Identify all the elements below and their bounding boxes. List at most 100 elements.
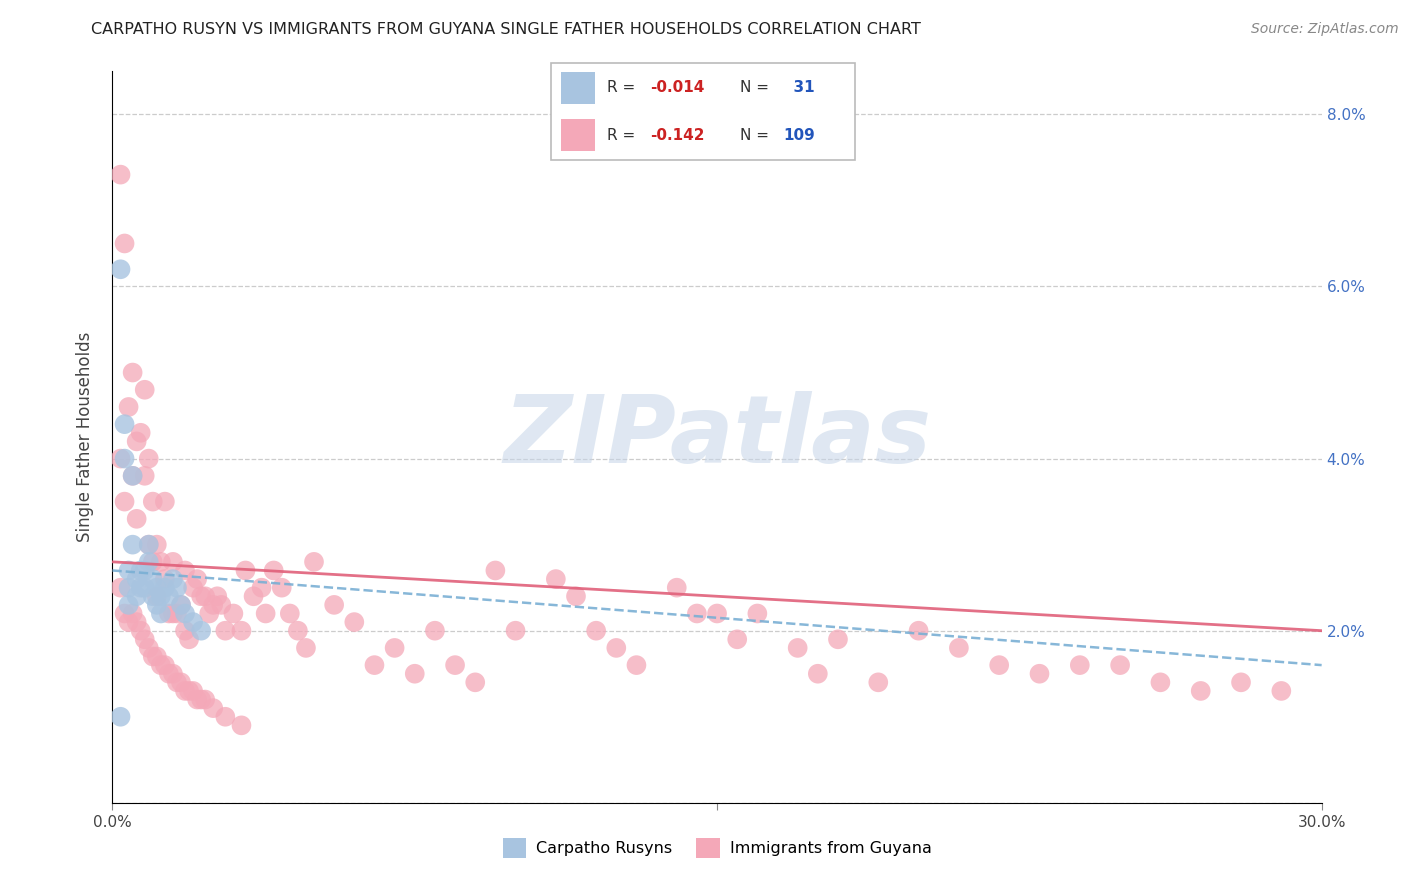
Point (1189, 684, 1212, 698)
Point (174, 564, 197, 578)
Text: -0.014: -0.014 (651, 80, 704, 95)
Text: N =: N = (740, 80, 769, 95)
FancyBboxPatch shape (561, 120, 595, 151)
Point (146, 581, 169, 595)
Point (665, 581, 688, 595)
Point (295, 640, 318, 655)
Text: 31: 31 (783, 80, 815, 95)
Point (110, 451, 132, 466)
Point (129, 624, 152, 638)
Point (157, 666, 180, 681)
Point (190, 624, 212, 638)
Point (117, 581, 139, 595)
Point (1109, 658, 1132, 673)
Point (181, 581, 204, 595)
Point (177, 684, 200, 698)
Point (117, 615, 139, 629)
Point (114, 417, 136, 432)
Point (868, 675, 890, 690)
Point (231, 718, 253, 732)
Point (988, 658, 1011, 673)
Point (134, 383, 156, 397)
Point (1270, 684, 1292, 698)
Point (162, 572, 184, 586)
Point (125, 572, 148, 586)
Point (149, 589, 172, 603)
Point (1230, 675, 1253, 690)
Point (138, 555, 160, 569)
Point (138, 538, 160, 552)
Point (214, 624, 236, 638)
Point (114, 236, 136, 251)
Text: N =: N = (740, 128, 769, 143)
Point (125, 589, 148, 603)
Point (948, 640, 970, 655)
Point (686, 607, 709, 621)
Point (1149, 675, 1171, 690)
Point (181, 615, 204, 629)
Point (134, 632, 156, 647)
Point (153, 658, 176, 673)
Point (157, 589, 180, 603)
Point (202, 598, 225, 612)
Point (114, 607, 136, 621)
Point (202, 701, 225, 715)
Point (162, 607, 184, 621)
Point (343, 615, 366, 629)
Point (114, 494, 136, 508)
Point (146, 538, 169, 552)
Point (153, 572, 176, 586)
Point (786, 640, 808, 655)
Point (174, 624, 197, 638)
Point (110, 710, 132, 724)
Point (194, 692, 217, 706)
Point (129, 581, 152, 595)
Point (129, 564, 152, 578)
Point (117, 400, 139, 414)
Point (505, 624, 527, 638)
Point (125, 434, 148, 449)
Point (149, 555, 172, 569)
Point (323, 598, 346, 612)
Point (110, 168, 132, 182)
FancyBboxPatch shape (551, 63, 855, 160)
Point (194, 589, 217, 603)
Text: -0.142: -0.142 (651, 128, 704, 143)
Point (231, 624, 253, 638)
Point (209, 598, 232, 612)
Point (198, 607, 221, 621)
Point (138, 538, 160, 552)
Point (170, 598, 193, 612)
Point (214, 710, 236, 724)
Point (142, 589, 165, 603)
Point (146, 589, 169, 603)
Text: ZIPatlas: ZIPatlas (503, 391, 931, 483)
Point (444, 658, 467, 673)
Point (149, 658, 172, 673)
Point (605, 640, 627, 655)
Point (134, 564, 156, 578)
Text: CARPATHO RUSYN VS IMMIGRANTS FROM GUYANA SINGLE FATHER HOUSEHOLDS CORRELATION CH: CARPATHO RUSYN VS IMMIGRANTS FROM GUYANA… (91, 22, 921, 37)
Point (166, 675, 188, 690)
Point (121, 538, 143, 552)
Point (170, 598, 193, 612)
Point (166, 607, 188, 621)
Point (142, 649, 165, 664)
Point (142, 494, 165, 508)
Point (250, 581, 273, 595)
Point (544, 572, 567, 586)
Point (747, 607, 769, 621)
Point (278, 607, 301, 621)
Point (585, 624, 607, 638)
Point (146, 598, 169, 612)
Point (117, 564, 139, 578)
Point (153, 494, 176, 508)
Text: R =: R = (607, 128, 640, 143)
Legend: Carpatho Rusyns, Immigrants from Guyana: Carpatho Rusyns, Immigrants from Guyana (496, 832, 938, 864)
Point (162, 666, 184, 681)
Point (110, 262, 132, 277)
Point (186, 692, 208, 706)
Point (121, 366, 143, 380)
Point (263, 564, 285, 578)
Point (174, 684, 197, 698)
